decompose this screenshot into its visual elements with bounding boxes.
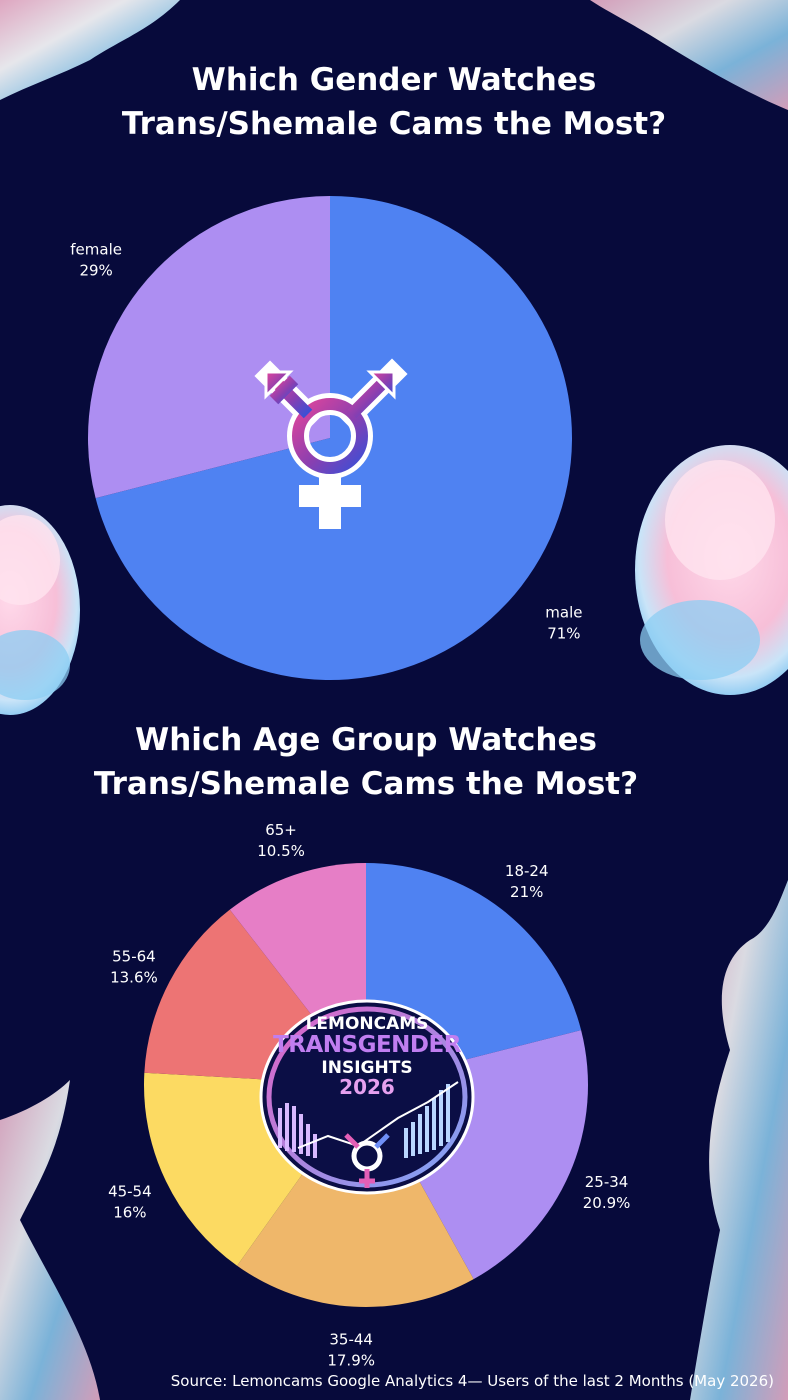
age-label-value: 20.9% <box>583 1194 631 1212</box>
age-label-value: 10.5% <box>257 842 305 860</box>
age-label-name: 35-44 <box>329 1331 373 1349</box>
age-slice-35-44 <box>237 1085 474 1308</box>
age-label-name: 25-34 <box>585 1173 629 1191</box>
age-label-value: 16% <box>113 1204 146 1222</box>
age-label-value: 21% <box>510 883 543 901</box>
gender-chart-title: Which Gender Watches Trans/Shemale Cams … <box>0 58 788 146</box>
age-label-name: 65+ <box>265 821 297 839</box>
age-chart-title-line2: Trans/Shemale Cams the Most? <box>93 766 639 802</box>
gender-label-value: 29% <box>79 262 112 280</box>
gender-label-value: 71% <box>547 624 580 642</box>
age-chart-title: Which Age Group Watches Trans/Shemale Ca… <box>0 718 760 806</box>
gender-label-name: female <box>70 241 122 259</box>
age-chart-title-line1: Which Age Group Watches <box>135 722 597 758</box>
age-label-name: 55-64 <box>112 947 156 965</box>
age-label-value: 13.6% <box>110 968 158 986</box>
gender-chart-title-line2: Trans/Shemale Cams the Most? <box>121 106 667 142</box>
age-label-name: 18-24 <box>505 862 549 880</box>
gender-label-name: male <box>545 603 582 621</box>
age-label-value: 17.9% <box>327 1352 375 1370</box>
age-label-name: 45-54 <box>108 1183 152 1201</box>
source-note: Source: Lemoncams Google Analytics 4— Us… <box>170 1372 774 1390</box>
gender-chart-title-line1: Which Gender Watches <box>191 62 597 98</box>
